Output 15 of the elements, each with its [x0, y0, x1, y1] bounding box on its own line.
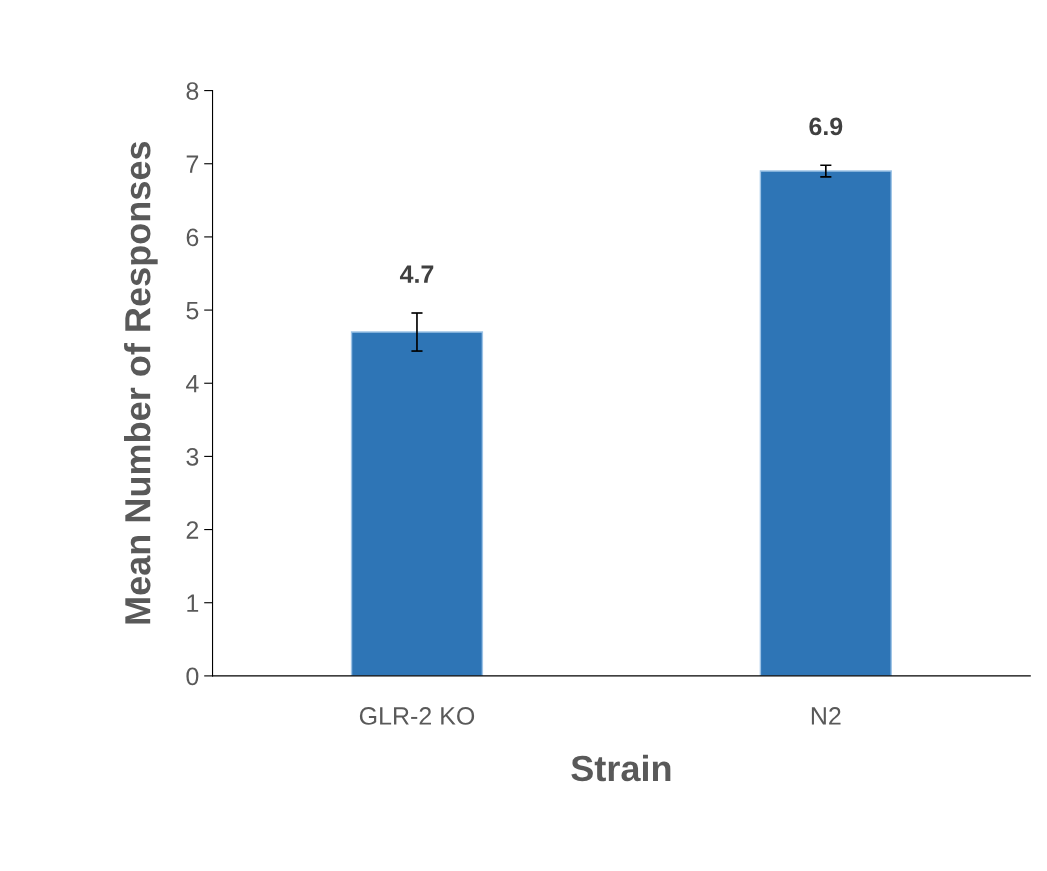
y-tick-label: 1 — [187, 594, 199, 612]
y-tick-label: 6 — [186, 228, 199, 247]
data-label: 4.7 — [399, 265, 434, 283]
x-tick-label: GLR-2 KO — [359, 707, 475, 725]
y-tick-label: 8 — [186, 82, 199, 100]
x-axis-title: Strain — [571, 754, 671, 782]
y-tick-label: 2 — [186, 521, 199, 539]
data-label: 6.9 — [809, 117, 843, 136]
y-tick-label: 7 — [186, 155, 199, 173]
y-axis-title: Mean Number of Responses — [124, 141, 158, 624]
y-tick-label: 5 — [186, 301, 199, 320]
y-tick-label: 3 — [186, 448, 199, 466]
x-tick-label: N2 — [811, 707, 841, 725]
y-tick-label: 4 — [186, 375, 199, 393]
y-tick-label: 0 — [186, 667, 199, 686]
